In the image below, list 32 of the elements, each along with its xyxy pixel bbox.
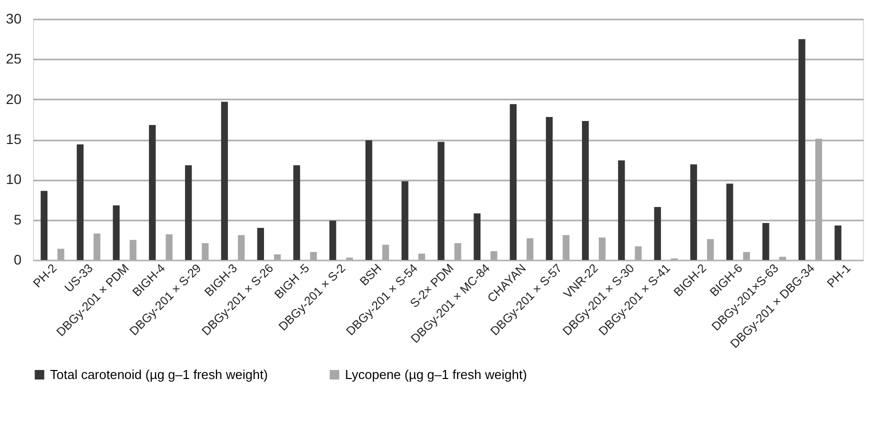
bar [40, 190, 48, 260]
y-tick-label: 10 [6, 171, 22, 188]
bar [112, 205, 120, 260]
bar [798, 39, 806, 260]
bar [762, 223, 770, 260]
y-tick-label: 5 [14, 211, 22, 228]
legend-label: Total carotenoid (µg g–1 fresh weight) [50, 366, 268, 382]
bar [510, 104, 517, 260]
bar [546, 117, 553, 260]
bar [834, 225, 842, 260]
bar [618, 160, 625, 260]
y-tick-label: 20 [6, 90, 22, 107]
bar [402, 181, 408, 260]
y-tick-label: 25 [6, 50, 22, 67]
bar [726, 184, 734, 260]
y-tick-label: 30 [6, 10, 22, 26]
bar [329, 220, 336, 260]
y-tick-label: 0 [14, 252, 22, 268]
bar [474, 213, 481, 260]
bar [293, 165, 300, 260]
bar [690, 164, 698, 260]
bar [438, 142, 444, 260]
bar [257, 228, 264, 260]
bar [221, 102, 228, 260]
bar [148, 125, 156, 260]
legend-label: Lycopene (µg g–1 fresh weight) [345, 366, 527, 382]
bar [582, 121, 589, 260]
bar [185, 165, 192, 260]
bar [654, 206, 661, 260]
bar [76, 144, 84, 260]
y-tick-label: 15 [6, 131, 22, 147]
bar [365, 140, 372, 260]
